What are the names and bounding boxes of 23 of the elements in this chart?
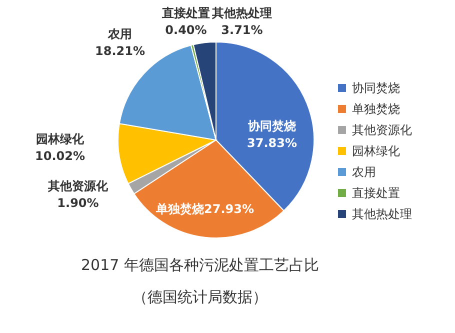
legend-label: 协同焚烧 xyxy=(352,81,400,95)
text: 2017 年德国各种污泥处置工艺占比 xyxy=(81,256,319,274)
text: （德国统计局数据） xyxy=(132,288,268,306)
slice-label: 农用 xyxy=(107,27,132,41)
slice-label: 园林绿化 xyxy=(36,132,85,146)
legend-label: 直接处置 xyxy=(352,186,400,200)
slice-label: 协同焚烧 xyxy=(247,119,296,133)
data-label: 27.93% xyxy=(204,202,254,216)
data-label: 37.83% xyxy=(247,136,297,150)
slice-label: 其他资源化 xyxy=(47,179,109,193)
data-label: 10.02% xyxy=(35,149,85,163)
legend-label: 其他资源化 xyxy=(352,123,412,137)
legend-label: 其他热处理 xyxy=(352,207,412,221)
legend-label: 单独焚烧 xyxy=(352,102,400,116)
data-label: 18.21% xyxy=(95,44,145,58)
slice-label: 单独焚烧 xyxy=(156,202,204,216)
legend-label: 园林绿化 xyxy=(352,144,400,158)
legend-label: 农用 xyxy=(352,165,376,179)
data-label: 1.90% xyxy=(57,196,99,210)
slice-label: 其他热处理 xyxy=(211,6,272,20)
slice-label: 直接处置 xyxy=(161,6,210,20)
data-label: 0.40% xyxy=(165,23,207,37)
data-label: 3.71% xyxy=(221,23,263,37)
